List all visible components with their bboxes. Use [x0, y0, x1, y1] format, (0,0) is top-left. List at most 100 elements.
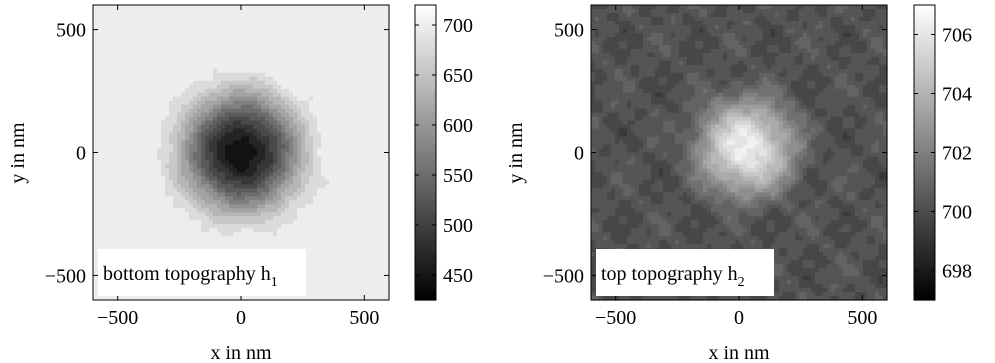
- left-heatmap-cell: [145, 156, 150, 162]
- left-heatmap-cell: [189, 188, 194, 193]
- left-heatmap-cell: [93, 212, 98, 217]
- left-heatmap-cell: [305, 212, 310, 217]
- left-heatmap-cell: [305, 100, 310, 106]
- left-heatmap-cell: [233, 100, 238, 106]
- left-heatmap-cell: [301, 60, 306, 66]
- left-heatmap-cell: [221, 204, 226, 209]
- left-heatmap-cell: [341, 260, 346, 265]
- left-heatmap-cell: [333, 92, 338, 98]
- left-heatmap-cell: [253, 5, 258, 10]
- left-heatmap-cell: [361, 124, 366, 130]
- left-heatmap-cell: [201, 36, 206, 42]
- left-heatmap-cell: [325, 52, 330, 58]
- left-heatmap-cell: [153, 172, 158, 178]
- left-heatmap-cell: [329, 252, 334, 257]
- left-heatmap-cell: [357, 296, 362, 301]
- left-heatmap-cell: [125, 132, 130, 138]
- left-heatmap-cell: [353, 252, 358, 257]
- left-heatmap-cell: [329, 296, 334, 301]
- left-heatmap-cell: [137, 240, 142, 245]
- left-heatmap-cell: [173, 136, 178, 142]
- left-heatmap-cell: [313, 220, 318, 225]
- left-heatmap-cell: [329, 200, 334, 205]
- left-heatmap-cell: [221, 52, 226, 58]
- left-heatmap-cell: [233, 108, 238, 114]
- left-heatmap-cell: [353, 144, 358, 150]
- left-heatmap-cell: [313, 12, 318, 18]
- left-heatmap-cell: [317, 216, 322, 221]
- left-heatmap-cell: [141, 112, 146, 118]
- left-heatmap-cell: [241, 72, 246, 78]
- left-heatmap-cell: [125, 172, 130, 178]
- left-heatmap-cell: [361, 80, 366, 86]
- left-heatmap-cell: [297, 152, 302, 158]
- left-heatmap-cell: [333, 124, 338, 130]
- left-heatmap-cell: [117, 144, 122, 150]
- left-heatmap-cell: [329, 12, 334, 18]
- left-heatmap-cell: [97, 156, 102, 162]
- left-heatmap-cell: [173, 104, 178, 110]
- left-heatmap-cell: [277, 188, 282, 193]
- left-heatmap-cell: [189, 80, 194, 86]
- left-heatmap-cell: [329, 240, 334, 245]
- left-heatmap-cell: [257, 204, 262, 209]
- left-heatmap-cell: [229, 92, 234, 98]
- left-heatmap-cell: [185, 152, 190, 158]
- left-heatmap-cell: [165, 164, 170, 170]
- left-heatmap-cell: [237, 196, 242, 201]
- left-heatmap-cell: [201, 152, 206, 158]
- left-heatmap-cell: [125, 76, 130, 82]
- left-heatmap-cell: [165, 104, 170, 110]
- left-heatmap-cell: [293, 120, 298, 126]
- left-heatmap-cell: [333, 116, 338, 122]
- left-heatmap-cell: [137, 56, 142, 62]
- left-heatmap-cell: [101, 40, 106, 46]
- left-heatmap-cell: [333, 192, 338, 197]
- left-heatmap-cell: [329, 80, 334, 86]
- left-heatmap-cell: [317, 132, 322, 138]
- left-heatmap-cell: [105, 8, 110, 14]
- left-heatmap-cell: [145, 56, 150, 62]
- left-heatmap-cell: [249, 164, 254, 170]
- left-heatmap-cell: [165, 160, 170, 166]
- left-heatmap-cell: [193, 48, 198, 54]
- left-heatmap-cell: [317, 236, 322, 241]
- left-heatmap-cell: [245, 128, 250, 134]
- left-heatmap-cell: [153, 232, 158, 237]
- left-heatmap-cell: [145, 84, 150, 90]
- left-heatmap-cell: [133, 152, 138, 158]
- left-heatmap-cell: [109, 96, 114, 102]
- left-heatmap-cell: [221, 176, 226, 182]
- left-heatmap-cell: [153, 140, 158, 146]
- left-heatmap-cell: [173, 112, 178, 118]
- left-heatmap-cell: [193, 148, 198, 154]
- left-heatmap-cell: [201, 96, 206, 102]
- left-heatmap-cell: [341, 164, 346, 170]
- left-heatmap-cell: [221, 192, 226, 197]
- left-heatmap-cell: [261, 220, 266, 225]
- left-heatmap-cell: [145, 80, 150, 86]
- left-heatmap-cell: [97, 76, 102, 82]
- left-heatmap-cell: [145, 20, 150, 26]
- left-heatmap-cell: [305, 112, 310, 118]
- left-heatmap-cell: [337, 264, 342, 269]
- left-heatmap-cell: [185, 124, 190, 130]
- left-heatmap-cell: [137, 80, 142, 86]
- left-heatmap-cell: [313, 28, 318, 34]
- left-heatmap-cell: [305, 160, 310, 166]
- left-heatmap-cell: [317, 180, 322, 185]
- left-heatmap-cell: [361, 8, 366, 14]
- left-heatmap-cell: [357, 208, 362, 213]
- left-heatmap-cell: [149, 104, 154, 110]
- left-heatmap-cell: [177, 132, 182, 138]
- left-heatmap-cell: [233, 136, 238, 142]
- left-heatmap-cell: [305, 8, 310, 14]
- left-heatmap-cell: [257, 212, 262, 217]
- left-heatmap-cell: [305, 20, 310, 26]
- left-heatmap-cell: [357, 96, 362, 102]
- left-heatmap-cell: [105, 20, 110, 26]
- left-heatmap-cell: [253, 236, 258, 241]
- left-heatmap-cell: [181, 192, 186, 197]
- left-heatmap-cell: [329, 100, 334, 106]
- left-heatmap-cell: [197, 44, 202, 50]
